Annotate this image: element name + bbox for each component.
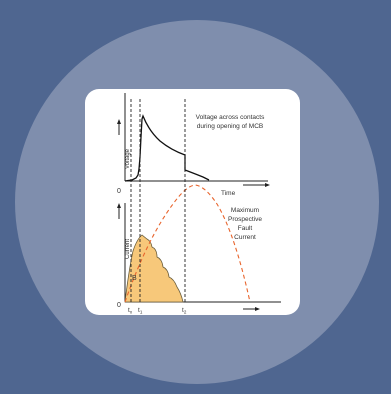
origin-upper-label: 0 bbox=[117, 188, 121, 195]
voltage-axis-arrowhead bbox=[117, 119, 121, 124]
tx-label: tx bbox=[128, 307, 133, 315]
fault-caption-line4: Current bbox=[234, 234, 256, 241]
t2-label: t2 bbox=[182, 307, 187, 315]
fault-caption-line2: Prospective bbox=[228, 216, 262, 223]
time-label: Time bbox=[221, 190, 236, 197]
voltage-axis-label: Voltage bbox=[125, 148, 131, 169]
let-through-area bbox=[124, 234, 184, 303]
fault-caption-line1: Maximum bbox=[231, 207, 259, 214]
voltage-curve bbox=[124, 114, 210, 182]
current-axis-arrowhead bbox=[117, 203, 121, 208]
current-axis-label: Current bbox=[125, 239, 131, 259]
mcb-fault-diagram: Voltage 0 Voltage across contacts during… bbox=[117, 93, 281, 315]
origin-lower-label: 0 bbox=[117, 302, 121, 309]
voltage-caption-line1: Voltage across contacts bbox=[196, 114, 265, 121]
diagram-card: Voltage 0 Voltage across contacts during… bbox=[85, 89, 300, 315]
time-arrowhead-lower bbox=[255, 307, 260, 311]
time-arrowhead bbox=[265, 183, 270, 187]
prospective-fault-curve bbox=[124, 184, 251, 303]
voltage-caption-line2: during opening of MCB bbox=[197, 123, 264, 130]
t1-label: t1 bbox=[138, 307, 143, 315]
area-letter: B bbox=[132, 275, 137, 282]
fault-caption-line3: Fault bbox=[238, 225, 253, 232]
